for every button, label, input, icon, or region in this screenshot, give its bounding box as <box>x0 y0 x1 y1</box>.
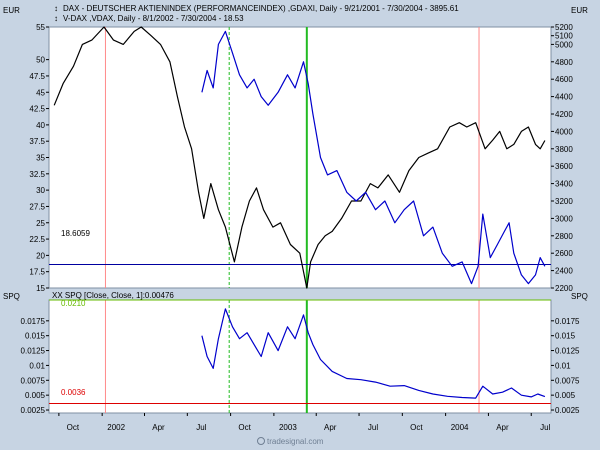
x-tick-label: 2003 <box>279 423 297 432</box>
upper-right-tick-label: 3600 <box>555 162 573 171</box>
lower-left-tick-label: 0.01 <box>29 361 45 370</box>
upper-right-tick-label: 5000 <box>555 40 573 49</box>
lower-right-tick-label: 0.015 <box>555 332 576 341</box>
upper-right-tick-label: 4200 <box>555 110 573 119</box>
axis-ticks: 55 50 47.5 45 42.5 40 37.5 35 32.5 30 27.5 25 22.5 20… <box>21 23 580 432</box>
upper-right-tick-label: 3800 <box>555 145 573 154</box>
x-tick-label: Oct <box>410 423 423 432</box>
upper-right-tick-label: 3200 <box>555 197 573 206</box>
upper-right-tick-label: 4400 <box>555 93 573 102</box>
legend-dax: DAX - DEUTSCHER AKTIENINDEX (PERFORMANCE… <box>63 4 459 13</box>
x-tick-label: Apr <box>152 423 165 432</box>
horizontal-levels <box>49 263 551 404</box>
upper-left-tick-label: 27.5 <box>29 202 45 211</box>
upper-right-tick-label: 2200 <box>555 284 573 293</box>
upper-right-tick-label: 4800 <box>555 58 573 67</box>
series-dax <box>53 26 546 289</box>
lower-left-tick-label: 0.0175 <box>21 317 46 326</box>
lower-left-tick-label: 0.0075 <box>21 376 46 385</box>
lower-right-tick-label: 0.005 <box>555 391 576 400</box>
upper-left-tick-label: 50 <box>36 56 45 65</box>
upper-right-tick-label: 2800 <box>555 232 573 241</box>
x-tick-label: Jul <box>196 423 206 432</box>
series-lines <box>53 26 546 399</box>
upper-left-tick-label: 17.5 <box>29 268 45 277</box>
upper-left-tick-label: 35 <box>36 154 45 163</box>
legend-vdax: V-DAX ,VDAX, Daily - 8/1/2002 - 7/30/200… <box>63 14 244 23</box>
lower-right-axis-label: SPQ <box>571 292 588 301</box>
x-tick-label: 2002 <box>107 423 125 432</box>
upper-right-tick-label: 2600 <box>555 249 573 258</box>
vertical-markers <box>104 27 480 413</box>
x-tick-label: Jul <box>540 423 550 432</box>
watermark: tradesignal.com <box>257 437 324 446</box>
lower-left-axis-label: SPQ <box>3 292 20 301</box>
upper-left-tick-label: 45 <box>36 88 45 97</box>
watermark-logo-icon <box>257 437 265 445</box>
upper-legend: ↕ DAX - DEUTSCHER AKTIENINDEX (PERFORMAN… <box>54 4 459 23</box>
upper-right-tick-label: 3000 <box>555 214 573 223</box>
x-tick-label: Oct <box>238 423 251 432</box>
upper-left-tick-label: 22.5 <box>29 235 45 244</box>
lower-left-tick-label: 0.0025 <box>21 406 46 415</box>
upper-right-tick-label: 5100 <box>555 32 573 41</box>
x-tick-label: Jul <box>368 423 378 432</box>
lower-plot-area <box>48 299 552 414</box>
upper-right-tick-label: 5200 <box>555 23 573 32</box>
upper-left-tick-label: 55 <box>36 23 45 32</box>
x-tick-label: Apr <box>496 423 509 432</box>
x-tick-label: Apr <box>324 423 337 432</box>
upper-right-tick-label: 4000 <box>555 127 573 136</box>
lower-right-tick-label: 0.0125 <box>555 347 580 356</box>
upper-right-tick-label: 2400 <box>555 267 573 276</box>
legend-icon: ↕ <box>54 14 58 23</box>
lower-right-tick-label: 0.0025 <box>555 406 580 415</box>
lower-right-tick-label: 0.0075 <box>555 376 580 385</box>
legend-icon: ↕ <box>54 4 58 13</box>
x-tick-label: 2004 <box>451 423 469 432</box>
upper-left-tick-label: 32.5 <box>29 170 45 179</box>
level-label-lower-spq: 0.0036 <box>61 388 86 397</box>
series-spq <box>201 308 546 399</box>
level-label-upper-spq: 0.0210 <box>61 299 86 308</box>
lower-left-tick-label: 0.005 <box>25 391 46 400</box>
upper-left-tick-label: 15 <box>36 284 45 293</box>
watermark-text: tradesignal.com <box>267 437 324 446</box>
upper-left-tick-label: 30 <box>36 186 45 195</box>
upper-left-tick-label: 40 <box>36 121 45 130</box>
legend-spq: XX SPQ [Close, Close, 1]:0.00476 <box>52 291 174 300</box>
upper-left-tick-label: 20 <box>36 251 45 260</box>
upper-left-axis-label: EUR <box>3 6 20 15</box>
upper-right-axis-label: EUR <box>571 6 588 15</box>
upper-left-tick-label: 47.5 <box>29 72 45 81</box>
upper-left-tick-label: 42.5 <box>29 105 45 114</box>
series-v-dax <box>201 30 546 285</box>
upper-right-tick-label: 4600 <box>555 75 573 84</box>
upper-left-tick-label: 25 <box>36 219 45 228</box>
lower-left-tick-label: 0.0125 <box>21 347 46 356</box>
x-tick-label: Oct <box>67 423 80 432</box>
upper-plot-area <box>48 26 552 289</box>
lower-right-tick-label: 0.0175 <box>555 317 580 326</box>
upper-left-tick-label: 37.5 <box>29 137 45 146</box>
lower-right-tick-label: 0.01 <box>555 361 571 370</box>
upper-right-tick-label: 3400 <box>555 180 573 189</box>
lower-left-tick-label: 0.015 <box>25 332 46 341</box>
level-label-vdax: 18.6059 <box>61 229 90 238</box>
